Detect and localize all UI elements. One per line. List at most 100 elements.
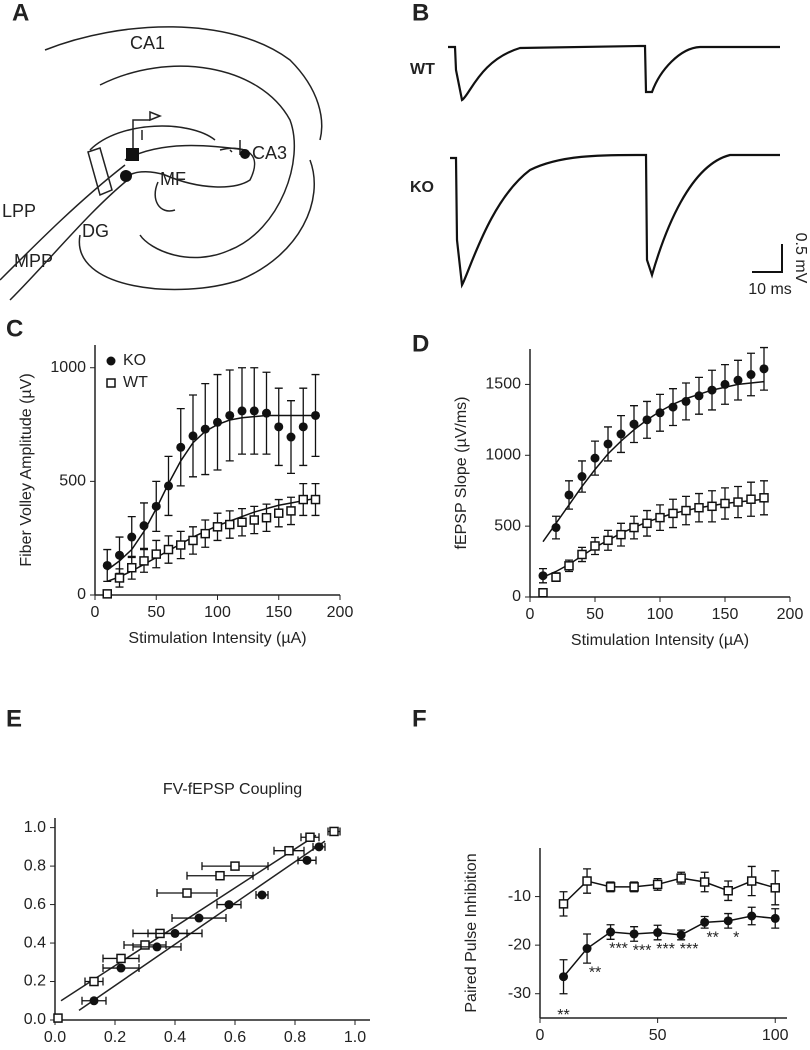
point <box>707 385 717 395</box>
x-tick-label: 0.0 <box>44 1029 66 1046</box>
significance-label: * <box>733 929 739 946</box>
point <box>188 431 198 441</box>
point <box>559 972 569 982</box>
point <box>170 928 180 938</box>
series-line <box>562 915 776 978</box>
point <box>564 561 574 571</box>
point <box>746 370 756 380</box>
point <box>176 442 186 452</box>
point <box>274 508 284 518</box>
y-tick-label: -20 <box>508 936 531 953</box>
point <box>770 913 780 923</box>
point <box>676 873 686 883</box>
point <box>53 1013 63 1023</box>
point <box>642 518 652 529</box>
point <box>733 497 743 507</box>
record-site <box>120 170 132 182</box>
y-axis-label: fEPSP Slope (µV/ms) <box>453 397 470 550</box>
point <box>230 861 240 871</box>
y-tick-label: -10 <box>508 888 531 905</box>
point <box>746 876 757 886</box>
fit-line <box>78 840 326 1011</box>
y-tick-label: 0 <box>77 586 86 603</box>
point <box>298 494 308 505</box>
significance-label: *** <box>633 942 652 959</box>
fit-curve <box>542 380 765 543</box>
scale-bar <box>752 244 783 273</box>
point <box>746 494 756 504</box>
point <box>747 911 757 921</box>
point <box>139 556 149 566</box>
y-tick-label: 0.0 <box>24 1011 46 1028</box>
significance-label: ** <box>589 964 601 981</box>
x-tick-label: 100 <box>204 604 231 621</box>
stim-electrode <box>126 148 139 161</box>
region-label: MF <box>160 169 186 189</box>
point <box>89 976 99 987</box>
series-line <box>563 877 776 905</box>
panel-label: E <box>6 705 22 732</box>
region-label: CA3 <box>252 143 287 163</box>
hippocampus-diagram <box>0 26 323 301</box>
y-axis-label: Fiber Volley Amplitude (µV) <box>18 373 35 566</box>
point <box>249 515 259 525</box>
point <box>642 415 652 425</box>
x-tick-label: 0 <box>91 604 100 621</box>
point <box>200 528 210 539</box>
significance-label: ** <box>557 1007 569 1024</box>
point <box>182 888 192 898</box>
y-tick-label: 500 <box>59 473 86 490</box>
y-tick-label: 0.2 <box>24 973 46 990</box>
point <box>723 916 733 926</box>
point <box>616 429 626 439</box>
point <box>616 529 626 540</box>
point <box>302 855 312 865</box>
region-label: CA1 <box>130 33 165 53</box>
wt-trace <box>448 44 780 102</box>
point <box>225 519 235 530</box>
point <box>164 481 173 491</box>
point <box>629 882 639 892</box>
point <box>286 506 296 516</box>
legend-marker <box>106 378 116 388</box>
y-tick-label: 1500 <box>485 376 521 393</box>
y-tick-label: 1000 <box>485 447 521 464</box>
y-tick-label: 1.0 <box>24 819 46 836</box>
point <box>590 453 600 463</box>
panel-label: D <box>412 330 429 357</box>
trace-label: KO <box>410 179 434 196</box>
region-label: LPP <box>2 201 36 221</box>
y-tick-label: 0 <box>512 588 521 605</box>
panel-label: C <box>6 315 23 342</box>
point <box>127 532 137 542</box>
x-tick-label: 100 <box>762 1027 789 1044</box>
significance-label: *** <box>656 941 675 958</box>
y-tick-label: 500 <box>494 517 521 534</box>
x-tick-label: 50 <box>147 604 165 621</box>
x-tick-label: 150 <box>265 604 292 621</box>
point <box>102 589 112 599</box>
point <box>759 364 769 374</box>
point <box>723 885 733 896</box>
point <box>151 501 161 511</box>
scale-label: 10 ms <box>748 281 792 298</box>
point <box>564 490 574 500</box>
point <box>694 391 704 401</box>
legend-label: KO <box>123 352 146 369</box>
point <box>582 876 592 886</box>
x-tick-label: 0 <box>526 606 535 623</box>
x-tick-label: 0 <box>536 1027 545 1044</box>
ko-trace <box>450 153 780 289</box>
point <box>681 396 691 406</box>
point <box>605 882 616 892</box>
point <box>629 419 639 429</box>
point <box>188 535 198 546</box>
x-tick-label: 200 <box>327 604 354 621</box>
x-tick-label: 0.8 <box>284 1029 306 1046</box>
point <box>213 417 222 427</box>
point <box>653 928 663 938</box>
x-tick-label: 1.0 <box>344 1029 366 1046</box>
point <box>215 870 225 881</box>
y-tick-label: 0.6 <box>24 896 46 913</box>
